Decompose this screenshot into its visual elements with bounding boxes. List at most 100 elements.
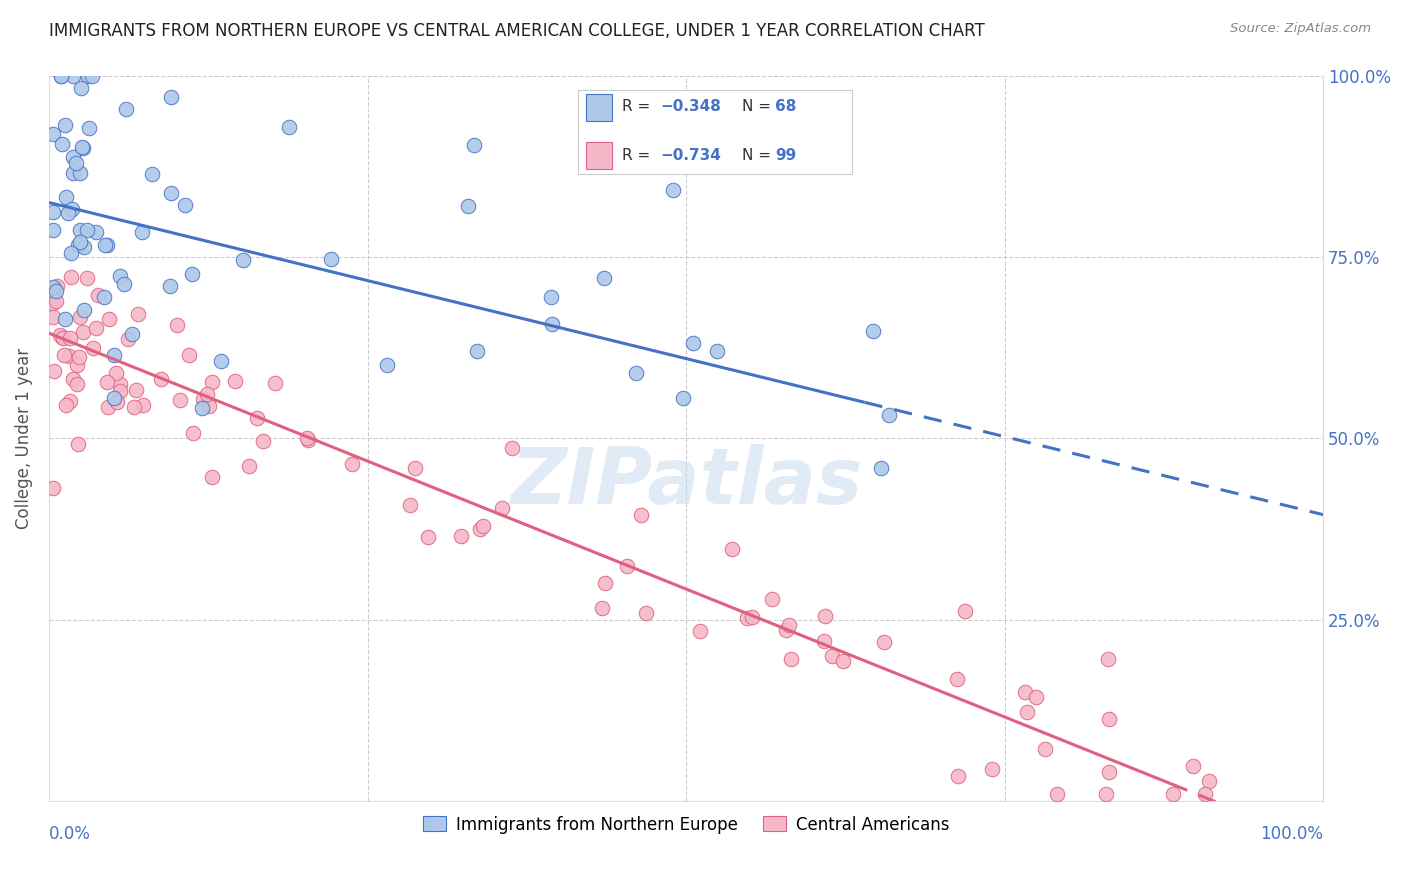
Point bbox=[72, 325, 94, 339]
Point bbox=[42, 295, 65, 310]
Point bbox=[252, 434, 274, 448]
Text: ZIPatlas: ZIPatlas bbox=[510, 444, 862, 520]
Point bbox=[42, 364, 65, 378]
Point bbox=[45, 294, 67, 309]
Point bbox=[53, 312, 76, 326]
Point bbox=[472, 518, 495, 533]
Point bbox=[49, 69, 72, 83]
Point bbox=[201, 375, 224, 389]
Point bbox=[1181, 759, 1204, 773]
Point bbox=[463, 137, 485, 152]
Point bbox=[870, 460, 893, 475]
Point bbox=[77, 69, 100, 83]
Point bbox=[51, 136, 73, 151]
Point bbox=[65, 156, 87, 170]
Point bbox=[76, 223, 98, 237]
Point bbox=[166, 318, 188, 332]
Point bbox=[72, 141, 94, 155]
Point bbox=[263, 376, 285, 391]
Point bbox=[672, 392, 695, 406]
Point bbox=[238, 459, 260, 474]
Point bbox=[595, 575, 617, 590]
Point bbox=[593, 271, 616, 285]
Point bbox=[831, 654, 853, 668]
Point bbox=[465, 343, 488, 358]
Point bbox=[76, 271, 98, 285]
Point bbox=[60, 245, 83, 260]
Point bbox=[741, 609, 763, 624]
Point bbox=[195, 387, 218, 401]
Point bbox=[73, 303, 96, 318]
Point bbox=[121, 327, 143, 342]
Point bbox=[49, 328, 72, 343]
Point bbox=[55, 398, 77, 412]
Point bbox=[630, 508, 652, 522]
Point bbox=[67, 350, 90, 364]
Point bbox=[295, 431, 318, 445]
Point bbox=[103, 392, 125, 406]
Point bbox=[125, 384, 148, 398]
Point bbox=[45, 285, 67, 299]
Point bbox=[1097, 652, 1119, 666]
Point bbox=[108, 376, 131, 391]
Point bbox=[224, 374, 246, 388]
Point bbox=[689, 624, 711, 638]
Point bbox=[491, 501, 513, 516]
Point bbox=[87, 288, 110, 302]
Point bbox=[73, 240, 96, 254]
Point bbox=[624, 367, 647, 381]
Y-axis label: College, Under 1 year: College, Under 1 year bbox=[15, 348, 32, 529]
Point bbox=[737, 611, 759, 625]
Point bbox=[58, 349, 80, 363]
Text: Source: ZipAtlas.com: Source: ZipAtlas.com bbox=[1230, 22, 1371, 36]
Point bbox=[634, 606, 657, 620]
Point bbox=[70, 81, 93, 95]
Point bbox=[127, 307, 149, 321]
Point bbox=[117, 332, 139, 346]
Point bbox=[115, 102, 138, 116]
Point bbox=[1014, 684, 1036, 698]
Point bbox=[52, 331, 75, 345]
Point bbox=[457, 198, 479, 212]
Point bbox=[616, 559, 638, 574]
Point bbox=[42, 280, 65, 294]
Point bbox=[96, 238, 118, 252]
Point bbox=[69, 310, 91, 324]
Point bbox=[246, 410, 269, 425]
Point bbox=[59, 394, 82, 409]
Point bbox=[96, 375, 118, 389]
Point bbox=[319, 252, 342, 267]
Point bbox=[955, 604, 977, 618]
Point bbox=[1046, 787, 1069, 801]
Point bbox=[42, 482, 65, 496]
Point bbox=[181, 425, 204, 440]
Point bbox=[70, 140, 93, 154]
Text: 100.0%: 100.0% bbox=[1260, 824, 1323, 843]
Point bbox=[69, 235, 91, 250]
Point bbox=[775, 623, 797, 637]
Point bbox=[399, 498, 422, 512]
Point bbox=[55, 118, 77, 132]
Point bbox=[1095, 787, 1118, 801]
Point bbox=[82, 69, 104, 83]
Point bbox=[540, 317, 562, 331]
Point bbox=[84, 321, 107, 335]
Point bbox=[58, 330, 80, 344]
Point bbox=[814, 609, 837, 624]
Point bbox=[56, 205, 79, 219]
Point bbox=[1098, 765, 1121, 780]
Text: IMMIGRANTS FROM NORTHERN EUROPE VS CENTRAL AMERICAN COLLEGE, UNDER 1 YEAR CORREL: IMMIGRANTS FROM NORTHERN EUROPE VS CENTR… bbox=[49, 22, 986, 40]
Point bbox=[62, 150, 84, 164]
Point bbox=[375, 358, 398, 372]
Point bbox=[132, 398, 155, 412]
Point bbox=[159, 278, 181, 293]
Point bbox=[1098, 713, 1121, 727]
Point bbox=[540, 290, 562, 304]
Point bbox=[873, 634, 896, 648]
Point bbox=[201, 470, 224, 484]
Point bbox=[1194, 787, 1216, 801]
Point bbox=[180, 268, 202, 282]
Point bbox=[131, 226, 153, 240]
Point bbox=[42, 205, 65, 219]
Point bbox=[470, 523, 492, 537]
